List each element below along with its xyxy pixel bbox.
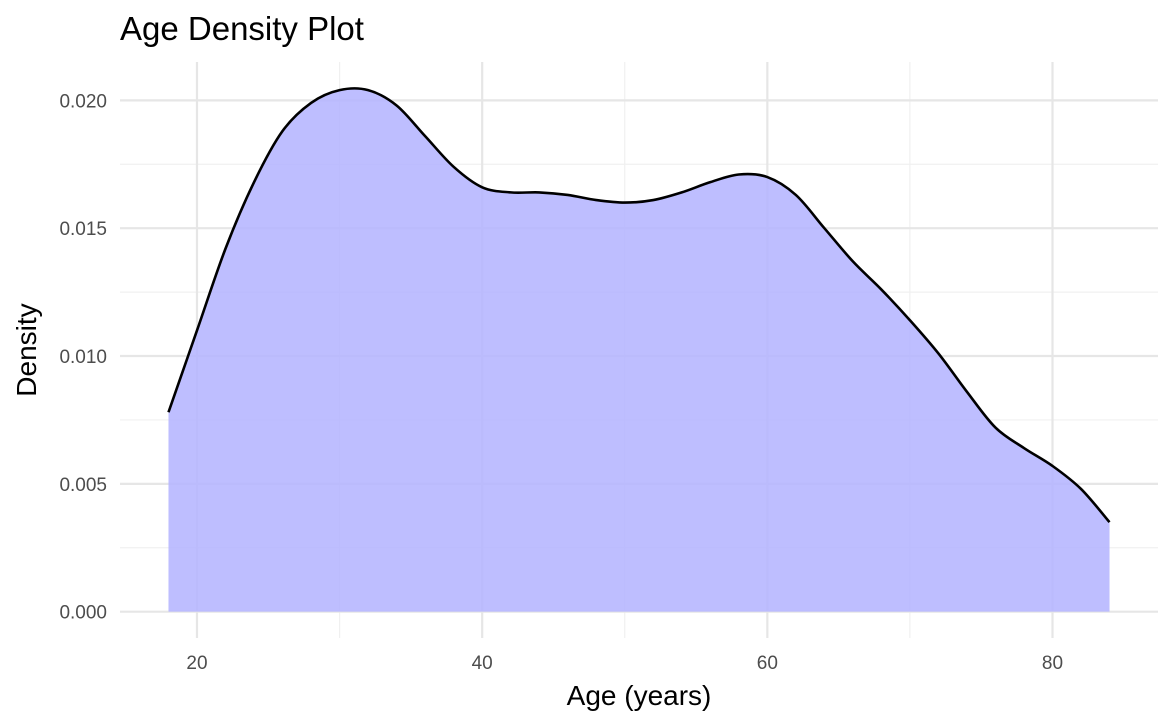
x-tick-label: 20 [186,653,207,674]
x-axis-title: Age (years) [567,680,712,711]
x-tick-label: 60 [757,653,778,674]
chart-title: Age Density Plot [120,10,364,47]
density-line-0 [167,87,1111,524]
y-tick-label: 0.000 [59,603,107,624]
y-tick-label: 0.005 [59,475,107,496]
y-tick-label: 0.015 [59,219,107,240]
y-axis-title: Density [11,303,42,396]
y-tick-label: 0.020 [59,91,107,112]
area-layer [167,87,1111,612]
y-tick-labels: 0.000 0.005 0.010 0.015 0.020 [59,91,107,623]
x-tick-label: 40 [472,653,493,674]
x-tick-label: 80 [1042,653,1063,674]
density-area-0 [168,88,1110,612]
y-tick-label: 0.010 [59,347,107,368]
x-tick-labels: 20 40 60 80 [186,653,1063,674]
